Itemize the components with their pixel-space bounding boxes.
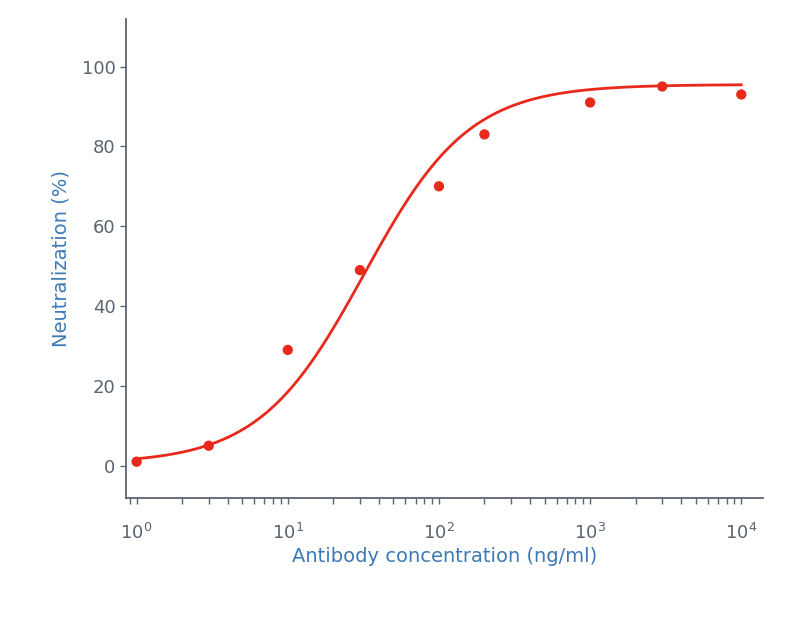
Text: $10^{0}$: $10^{0}$: [120, 522, 153, 543]
Point: [584, 98, 597, 108]
X-axis label: Antibody concentration (ng/ml): Antibody concentration (ng/ml): [292, 547, 597, 566]
Point: [202, 441, 215, 451]
Text: $10^{4}$: $10^{4}$: [725, 522, 757, 543]
Point: [282, 345, 294, 355]
Point: [656, 81, 668, 91]
Y-axis label: Neutralization (%): Neutralization (%): [51, 170, 71, 346]
Point: [433, 182, 445, 192]
Point: [478, 129, 491, 139]
Text: $10^{1}$: $10^{1}$: [272, 522, 304, 543]
Text: $10^{2}$: $10^{2}$: [423, 522, 455, 543]
Point: [735, 90, 748, 100]
Point: [353, 265, 366, 275]
Text: $10^{3}$: $10^{3}$: [574, 522, 606, 543]
Point: [131, 457, 143, 466]
